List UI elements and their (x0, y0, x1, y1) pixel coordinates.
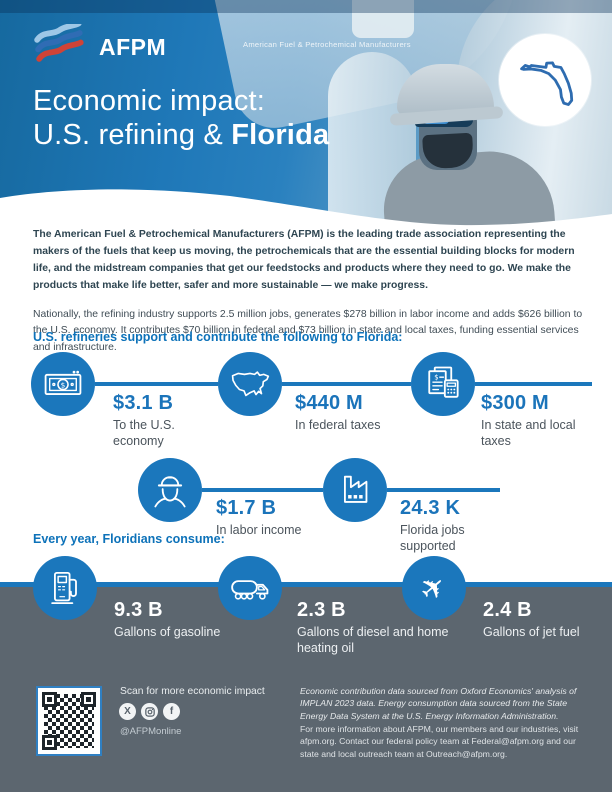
connector-line (387, 488, 500, 492)
stat-gasoline: 9.3 B Gallons of gasoline (114, 599, 234, 641)
stat-value: 2.4 B (483, 599, 532, 621)
stat-value: 2.3 B (297, 599, 346, 621)
stat-label: In state and local taxes (481, 418, 576, 448)
header-hero (0, 0, 612, 232)
stat-label: Gallons of diesel and home heating oil (297, 625, 449, 655)
org-name-text: American Fuel & Petrochemical Manufactur… (243, 40, 411, 49)
connector-line (475, 382, 592, 386)
stat-jobs: 24.3 K Florida jobs supported (400, 497, 505, 554)
stat-diesel: 2.3 B Gallons of diesel and home heating… (297, 599, 462, 656)
qr-code (36, 686, 102, 756)
title-line-1: Economic impact: (33, 85, 266, 117)
qr-pattern (42, 692, 96, 750)
facebook-icon[interactable]: f (163, 703, 180, 720)
support-section-heading: U.S. refineries support and contribute t… (33, 330, 403, 344)
money-bill-icon: $ (44, 370, 82, 395)
afpm-logo: AFPM (33, 24, 166, 70)
worker-hard-hat-icon (154, 476, 186, 508)
stat-circle-state-taxes: $ (411, 352, 475, 416)
x-icon[interactable]: X (119, 703, 136, 720)
stat-value: $440 M (295, 392, 363, 414)
state-badge (499, 34, 591, 126)
tax-documents-icon: $ (428, 366, 459, 398)
data-source-note: Economic contribution data sourced from … (300, 686, 577, 721)
qr-finder-mark (42, 692, 57, 707)
stat-label: Gallons of gasoline (114, 625, 221, 639)
stat-circle-jobs (323, 458, 387, 522)
stat-circle-jet-fuel: ✈ (402, 556, 466, 620)
stat-circle-diesel (218, 556, 282, 620)
title-line-2: U.S. refining & Florida (33, 119, 330, 151)
header-top-strip (0, 0, 612, 13)
stat-state-taxes: $300 M In state and local taxes (481, 392, 586, 449)
instagram-icon[interactable] (141, 703, 158, 720)
stat-label: In labor income (216, 523, 302, 537)
tanker-truck-icon (231, 580, 269, 600)
connector-line (282, 382, 411, 386)
social-icons-row: X f (119, 703, 180, 720)
consume-section-heading: Every year, Floridians consume: (33, 532, 225, 546)
qr-finder-mark (42, 735, 57, 750)
social-handle: @AFPMonline (120, 726, 182, 737)
afpm-waves-icon (34, 24, 84, 62)
stat-labor-income: $1.7 B In labor income (216, 497, 346, 539)
svg-text:$: $ (434, 373, 438, 381)
page-title: Economic impact: U.S. refining & Florida (33, 84, 329, 152)
stat-jet-fuel: 2.4 B Gallons of jet fuel (483, 599, 593, 641)
refinery-valve-shape (352, 0, 414, 38)
scan-label: Scan for more economic impact (120, 686, 265, 697)
stat-value: $300 M (481, 392, 549, 414)
svg-text:$: $ (61, 380, 66, 389)
title-state-name: Florida (231, 119, 330, 151)
connector-line (202, 488, 323, 492)
stat-circle-gasoline (33, 556, 97, 620)
stat-value: 9.3 B (114, 599, 163, 621)
stat-label: In federal taxes (295, 418, 381, 432)
logo-wordmark: AFPM (99, 33, 167, 60)
contact-info-note: For more information about AFPM, our mem… (300, 724, 579, 759)
white-wave-divider (0, 189, 612, 232)
stat-value: $3.1 B (113, 392, 174, 414)
connector-line (95, 382, 218, 386)
factory-icon (344, 475, 368, 503)
stat-label: Gallons of jet fuel (483, 625, 580, 639)
stat-value: 24.3 K (400, 497, 461, 519)
stat-circle-federal-taxes (218, 352, 282, 416)
florida-outline-icon (520, 61, 574, 106)
stat-circle-economy: $ (31, 352, 95, 416)
stat-circle-labor-income (138, 458, 202, 522)
stat-federal-taxes: $440 M In federal taxes (295, 392, 425, 434)
dark-footer-band (0, 587, 612, 792)
full-width-connector-line (0, 582, 612, 587)
gas-pump-icon (51, 571, 77, 605)
stat-label: Florida jobs supported (400, 523, 465, 553)
stat-value: $1.7 B (216, 497, 277, 519)
intro-paragraph-national: Nationally, the refining industry suppor… (33, 309, 583, 353)
us-map-icon (231, 371, 270, 397)
stat-economy: $3.1 B To the U.S. economy (113, 392, 213, 449)
stat-label: To the U.S. economy (113, 418, 175, 448)
intro-paragraph-lead: The American Fuel & Petrochemical Manufa… (33, 229, 575, 291)
qr-finder-mark (81, 692, 96, 707)
